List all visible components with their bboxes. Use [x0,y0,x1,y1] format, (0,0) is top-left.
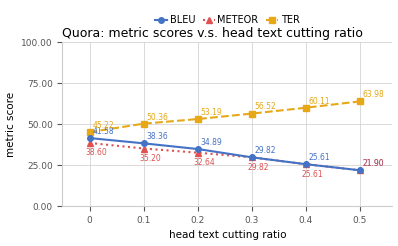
Text: 35.20: 35.20 [139,154,161,163]
Text: 21.90: 21.90 [363,159,384,168]
Text: 25.61: 25.61 [302,170,323,179]
Text: 53.19: 53.19 [201,108,222,117]
BLEU [195,148,200,151]
Text: 50.36: 50.36 [146,112,168,122]
METEOR [195,151,200,154]
Text: 32.64: 32.64 [193,158,215,167]
Text: Quora: metric scores v.s. head text cutting ratio: Quora: metric scores v.s. head text cutt… [62,27,363,40]
Line: BLEU: BLEU [87,135,363,173]
X-axis label: head text cutting ratio: head text cutting ratio [169,231,286,240]
Text: 38.36: 38.36 [146,132,168,141]
TER [195,118,200,121]
Text: 56.52: 56.52 [255,102,276,111]
METEOR [141,147,146,150]
TER [141,122,146,125]
Text: 25.61: 25.61 [309,153,330,162]
Line: METEOR: METEOR [87,140,363,173]
BLEU [141,142,146,145]
BLEU [87,137,92,139]
Text: 21.90: 21.90 [363,159,384,168]
METEOR [87,141,92,144]
TER [304,106,308,109]
Text: 29.82: 29.82 [255,146,276,155]
METEOR [250,156,254,159]
Text: 41.58: 41.58 [92,127,114,136]
Text: 29.82: 29.82 [248,163,269,172]
Text: 63.98: 63.98 [363,90,384,99]
Text: 34.89: 34.89 [201,138,222,147]
BLEU [357,169,362,172]
METEOR [357,169,362,172]
BLEU [250,156,254,159]
Text: 45.22: 45.22 [92,121,114,130]
Legend: BLEU, METEOR, TER: BLEU, METEOR, TER [151,11,304,29]
TER [250,112,254,115]
METEOR [304,163,308,166]
Line: TER: TER [87,99,363,135]
Text: 38.60: 38.60 [85,148,107,157]
BLEU [304,163,308,166]
TER [87,131,92,134]
TER [357,100,362,103]
Text: 60.11: 60.11 [309,96,330,106]
Y-axis label: metric score: metric score [6,92,16,157]
